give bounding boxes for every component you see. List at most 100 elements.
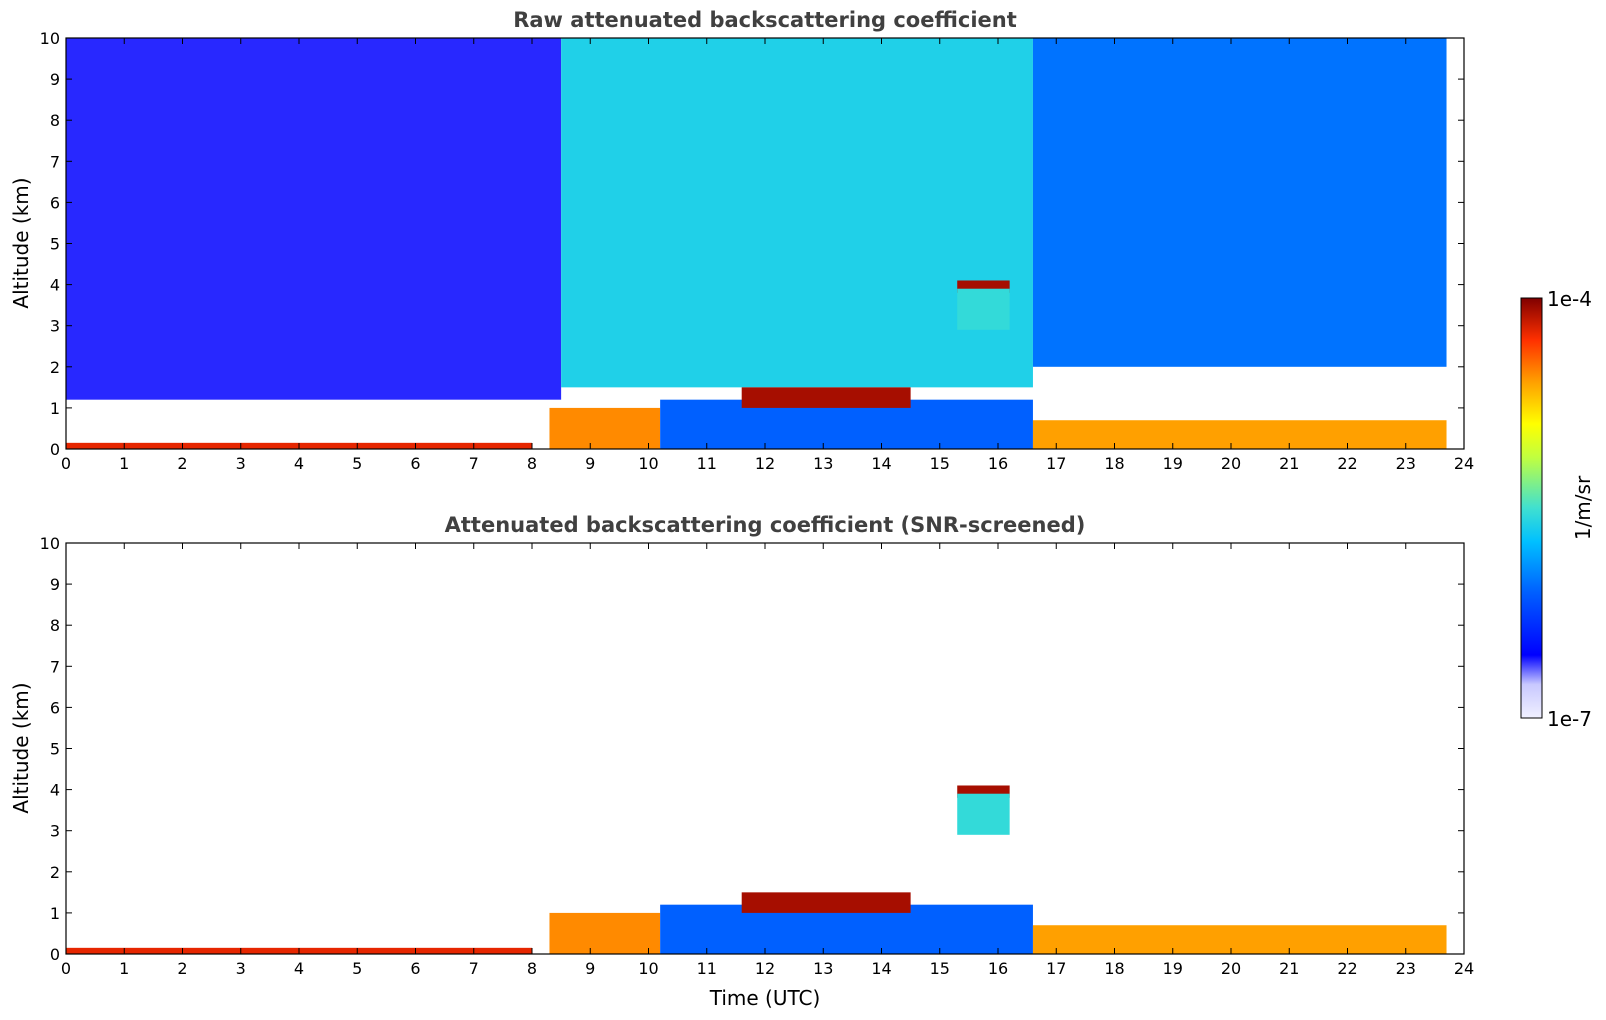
y-tick-label: 9 [50, 70, 60, 89]
y-tick-label: 8 [50, 111, 60, 130]
x-tick-label: 12 [755, 454, 775, 473]
y-tick-label: 0 [50, 945, 60, 964]
y-axis: 0 1 2 3 4 5 6 7 8 9 10 [40, 29, 1464, 459]
y-tick-label: 10 [40, 534, 60, 553]
x-tick-label: 18 [1104, 959, 1124, 978]
heatmap-cloud-layer-midday [741, 892, 911, 913]
x-tick-label: 8 [527, 454, 537, 473]
x-tick-label: 5 [352, 454, 362, 473]
x-tick-label: 4 [294, 454, 304, 473]
x-axis: 0 1 2 3 4 5 6 7 8 9 10 11 12 13 14 15 16 17 18 19 20 21 22 23 24 [61, 38, 1474, 473]
x-tick-label: 9 [585, 454, 595, 473]
x-tick-label: 20 [1221, 454, 1241, 473]
x-tick-label: 3 [236, 959, 246, 978]
x-tick-label: 16 [988, 454, 1008, 473]
x-tick-label: 15 [930, 454, 950, 473]
y-tick-label: 2 [50, 863, 60, 882]
colorbar-max-label: 1e-4 [1547, 287, 1592, 311]
heatmap-background-noise-evening [1032, 38, 1447, 367]
x-tick-label: 3 [236, 454, 246, 473]
y-tick-label: 4 [50, 276, 60, 295]
colorbar-gradient [1520, 297, 1543, 719]
heatmap-aerosol-layer-morning [549, 407, 661, 449]
chart-title: Attenuated backscattering coefficient (S… [445, 513, 1086, 537]
y-axis-label: Altitude (km) [9, 682, 33, 813]
x-tick-label: 22 [1337, 454, 1357, 473]
x-tick-label: 12 [755, 959, 775, 978]
x-tick-label: 11 [697, 454, 717, 473]
colorbar-min-label: 1e-7 [1547, 707, 1592, 731]
y-tick-label: 7 [50, 152, 60, 171]
x-tick-label: 1 [119, 959, 129, 978]
y-tick-label: 7 [50, 657, 60, 676]
colorbar-unit-label: 1/m/sr [1571, 475, 1595, 540]
x-tick-label: 6 [410, 959, 420, 978]
x-tick-label: 13 [813, 959, 833, 978]
heatmap-cloud-virga [957, 793, 1010, 835]
y-tick-label: 6 [50, 698, 60, 717]
x-tick-label: 17 [1046, 959, 1066, 978]
panel-screened: Attenuated backscattering coefficient (S… [9, 513, 1474, 1010]
x-tick-label: 21 [1279, 454, 1299, 473]
x-axis-label: Time (UTC) [709, 986, 821, 1010]
x-axis: 0 1 2 3 4 5 6 7 8 9 10 11 12 13 14 15 16 17 18 19 20 21 22 23 24 [61, 543, 1474, 978]
x-tick-label: 24 [1454, 454, 1474, 473]
x-tick-label: 5 [352, 959, 362, 978]
panel-raw: Raw attenuated backscattering coefficien… [9, 8, 1474, 473]
heatmap-background-noise-night [66, 38, 562, 400]
x-tick-label: 19 [1163, 959, 1183, 978]
x-tick-label: 2 [177, 454, 187, 473]
x-tick-label: 8 [527, 959, 537, 978]
heatmap-boundary-layer-midday [660, 904, 1033, 954]
y-tick-label: 3 [50, 822, 60, 841]
x-tick-label: 17 [1046, 454, 1066, 473]
x-tick-label: 7 [469, 959, 479, 978]
colorbar: 1e-4 1e-7 1/m/sr [1520, 287, 1595, 731]
y-tick-label: 1 [50, 399, 60, 418]
heatmap-boundary-layer-evening [1032, 420, 1447, 449]
x-tick-label: 2 [177, 959, 187, 978]
y-axis-label: Altitude (km) [9, 177, 33, 308]
heatmap-background-noise-day [561, 38, 1033, 388]
y-tick-label: 3 [50, 317, 60, 336]
x-tick-label: 16 [988, 959, 1008, 978]
heatmap-area [66, 785, 1447, 954]
x-tick-label: 21 [1279, 959, 1299, 978]
y-axis: 0 1 2 3 4 5 6 7 8 9 10 [40, 534, 1464, 964]
y-tick-label: 2 [50, 358, 60, 377]
heatmap-area [66, 38, 1447, 449]
x-tick-label: 14 [871, 454, 891, 473]
x-tick-label: 6 [410, 454, 420, 473]
x-tick-label: 24 [1454, 959, 1474, 978]
y-tick-label: 0 [50, 440, 60, 459]
x-tick-label: 20 [1221, 959, 1241, 978]
x-tick-label: 0 [61, 959, 71, 978]
x-tick-label: 15 [930, 959, 950, 978]
x-tick-label: 10 [638, 959, 658, 978]
y-tick-label: 8 [50, 616, 60, 635]
x-tick-label: 14 [871, 959, 891, 978]
x-tick-label: 10 [638, 454, 658, 473]
y-tick-label: 9 [50, 575, 60, 594]
x-tick-label: 11 [697, 959, 717, 978]
y-tick-label: 5 [50, 740, 60, 759]
y-tick-label: 1 [50, 904, 60, 923]
x-tick-label: 22 [1337, 959, 1357, 978]
x-tick-label: 19 [1163, 454, 1183, 473]
y-tick-label: 6 [50, 193, 60, 212]
x-tick-label: 23 [1396, 454, 1416, 473]
x-tick-label: 9 [585, 959, 595, 978]
heatmap-boundary-layer-evening [1032, 925, 1447, 954]
heatmap-cloud-virga [957, 288, 1010, 330]
heatmap-aerosol-layer-morning [549, 912, 661, 954]
y-tick-label: 4 [50, 781, 60, 800]
chart-title: Raw attenuated backscattering coefficien… [513, 8, 1017, 32]
x-tick-label: 7 [469, 454, 479, 473]
x-tick-label: 4 [294, 959, 304, 978]
x-tick-label: 1 [119, 454, 129, 473]
x-tick-label: 13 [813, 454, 833, 473]
heatmap-cloud-layer-midday [741, 387, 911, 408]
x-tick-label: 18 [1104, 454, 1124, 473]
x-tick-label: 23 [1396, 959, 1416, 978]
